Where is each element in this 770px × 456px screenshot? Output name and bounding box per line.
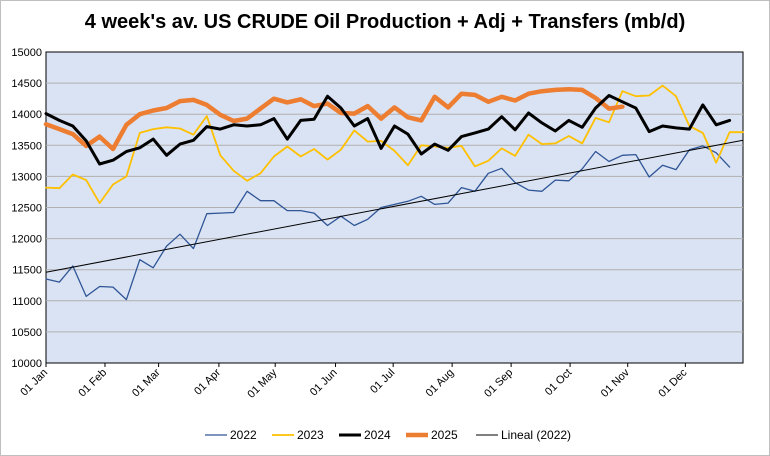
y-tick-label: 14000 (11, 109, 42, 121)
series-line-2022 (45, 145, 731, 301)
legend-label-2022: 2022 (230, 428, 257, 442)
legend: 2022 2023 2024 2025 Lineal (2022) (205, 428, 571, 442)
y-tick-label: 14500 (11, 78, 42, 90)
legend-label-2023: 2023 (297, 428, 324, 442)
y-tick-label: 13000 (11, 171, 42, 183)
y-tick-label: 15000 (11, 47, 42, 59)
y-tick-label: 12000 (11, 234, 42, 246)
y-tick-label: 10000 (11, 358, 42, 370)
y-tick-label: 11000 (12, 296, 42, 308)
series-line-lineal-2022 (45, 139, 744, 273)
y-axis: 10000 10500 11000 11500 12000 12500 13000 13500… (11, 47, 42, 370)
series-line-2025 (43, 87, 625, 152)
y-tick-label: 10500 (11, 327, 42, 339)
series-lines (43, 84, 744, 301)
series-line-2024 (44, 94, 732, 166)
y-tick-label: 13500 (11, 140, 42, 152)
gridlines (46, 82, 743, 333)
series-line-2023 (45, 84, 744, 205)
legend-label-2024: 2024 (364, 428, 391, 442)
y-tick-label: 12500 (11, 203, 42, 215)
legend-label-lineal-2022: Lineal (2022) (501, 428, 571, 442)
legend-label-2025: 2025 (431, 428, 458, 442)
y-tick-label: 11500 (12, 265, 42, 277)
chart-title: 4 week's av. US CRUDE Oil Production + A… (85, 11, 685, 33)
